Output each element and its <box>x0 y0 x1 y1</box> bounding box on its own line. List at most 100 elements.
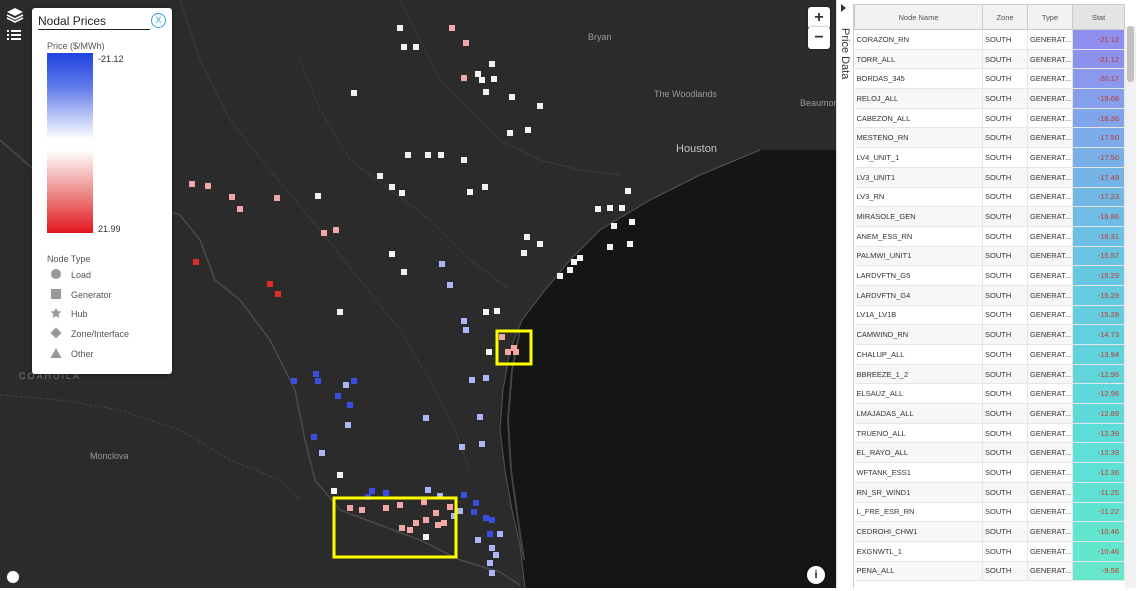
generator-node-marker[interactable] <box>507 130 513 136</box>
col-header-node-name[interactable]: Node Name <box>854 4 983 30</box>
table-row[interactable]: PENA_ALL SOUTH GENERAT... -9.58 <box>854 561 1125 582</box>
price-data-toggle[interactable]: Price Data <box>836 0 853 588</box>
generator-node-marker[interactable] <box>441 520 447 526</box>
generator-node-marker[interactable] <box>435 522 441 528</box>
generator-node-marker[interactable] <box>423 517 429 523</box>
generator-node-marker[interactable] <box>525 127 531 133</box>
generator-node-marker[interactable] <box>461 492 467 498</box>
table-row[interactable]: RN_SR_WIND1 SOUTH GENERAT... -11.25 <box>854 482 1125 503</box>
generator-node-marker[interactable] <box>607 244 613 250</box>
table-row[interactable]: CAMWIND_RN SOUTH GENERAT... -14.73 <box>854 324 1125 345</box>
col-header-stat[interactable]: Stat <box>1072 4 1125 30</box>
generator-node-marker[interactable] <box>447 504 453 510</box>
generator-node-marker[interactable] <box>497 531 503 537</box>
generator-node-marker[interactable] <box>459 444 465 450</box>
generator-node-marker[interactable] <box>513 349 519 355</box>
generator-node-marker[interactable] <box>335 393 341 399</box>
mapbox-logo-icon[interactable] <box>6 570 20 584</box>
table-row[interactable]: WFTANK_ESS1 SOUTH GENERAT... -12.36 <box>854 462 1125 483</box>
generator-node-marker[interactable] <box>345 422 351 428</box>
generator-node-marker[interactable] <box>237 206 243 212</box>
generator-node-marker[interactable] <box>315 378 321 384</box>
generator-node-marker[interactable] <box>483 309 489 315</box>
info-icon[interactable]: i <box>807 566 825 584</box>
generator-node-marker[interactable] <box>521 250 527 256</box>
generator-node-marker[interactable] <box>511 345 517 351</box>
generator-node-marker[interactable] <box>489 517 495 523</box>
table-row[interactable]: LARDVFTN_G5 SOUTH GENERAT... -15.29 <box>854 265 1125 286</box>
generator-node-marker[interactable] <box>343 382 349 388</box>
generator-node-marker[interactable] <box>351 378 357 384</box>
generator-node-marker[interactable] <box>437 493 443 499</box>
generator-node-marker[interactable] <box>274 195 280 201</box>
table-row[interactable]: MESTENO_RN SOUTH GENERAT... -17.50 <box>854 127 1125 149</box>
generator-node-marker[interactable] <box>311 434 317 440</box>
generator-node-marker[interactable] <box>337 472 343 478</box>
table-row[interactable]: TRUENO_ALL SOUTH GENERAT... -12.39 <box>854 423 1125 444</box>
table-row[interactable]: CABEZON_ALL SOUTH GENERAT... -18.36 <box>854 108 1125 129</box>
col-header-zone[interactable]: Zone <box>982 4 1028 30</box>
generator-node-marker[interactable] <box>275 291 281 297</box>
generator-node-marker[interactable] <box>471 509 477 515</box>
generator-node-marker[interactable] <box>267 281 273 287</box>
zoom-in-button[interactable]: + <box>808 7 830 29</box>
table-row[interactable]: LV4_UNIT_1 SOUTH GENERAT... -17.50 <box>854 147 1125 168</box>
generator-node-marker[interactable] <box>397 25 403 31</box>
generator-node-marker[interactable] <box>321 230 327 236</box>
generator-node-marker[interactable] <box>351 90 357 96</box>
table-row[interactable]: L_FRE_ESR_RN SOUTH GENERAT... -11.22 <box>854 502 1125 523</box>
generator-node-marker[interactable] <box>413 44 419 50</box>
generator-node-marker[interactable] <box>291 378 297 384</box>
price-data-tab-label[interactable]: Price Data <box>839 28 851 80</box>
table-row[interactable]: CHALUP_ALL SOUTH GENERAT... -13.94 <box>854 344 1125 365</box>
generator-node-marker[interactable] <box>461 318 467 324</box>
generator-node-marker[interactable] <box>509 94 515 100</box>
generator-node-marker[interactable] <box>389 251 395 257</box>
table-row[interactable]: CEDROHI_CHW1 SOUTH GENERAT... -10.46 <box>854 521 1125 542</box>
grid-scrollbar[interactable] <box>1125 26 1136 588</box>
generator-node-marker[interactable] <box>463 327 469 333</box>
col-header-type[interactable]: Type <box>1027 4 1073 30</box>
generator-node-marker[interactable] <box>467 189 473 195</box>
list-button[interactable] <box>6 28 28 50</box>
generator-node-marker[interactable] <box>397 502 403 508</box>
generator-node-marker[interactable] <box>337 309 343 315</box>
table-row[interactable]: LV3_UNIT1 SOUTH GENERAT... -17.49 <box>854 167 1125 188</box>
generator-node-marker[interactable] <box>313 371 319 377</box>
scrollbar-thumb[interactable] <box>1127 26 1134 82</box>
table-row[interactable]: BBREEZE_1_2 SOUTH GENERAT... -12.96 <box>854 364 1125 385</box>
generator-node-marker[interactable] <box>537 103 543 109</box>
generator-node-marker[interactable] <box>399 190 405 196</box>
table-row[interactable]: LARDVFTN_G4 SOUTH GENERAT... -15.29 <box>854 285 1125 306</box>
table-row[interactable]: CORAZON_RN SOUTH GENERAT... -21.12 <box>854 29 1125 50</box>
generator-node-marker[interactable] <box>577 255 583 261</box>
generator-node-marker[interactable] <box>425 487 431 493</box>
generator-node-marker[interactable] <box>489 545 495 551</box>
generator-node-marker[interactable] <box>483 515 489 521</box>
generator-node-marker[interactable] <box>319 450 325 456</box>
generator-node-marker[interactable] <box>425 152 431 158</box>
generator-node-marker[interactable] <box>629 219 635 225</box>
generator-node-marker[interactable] <box>494 308 500 314</box>
generator-node-marker[interactable] <box>447 282 453 288</box>
generator-node-marker[interactable] <box>499 334 505 340</box>
generator-node-marker[interactable] <box>473 500 479 506</box>
table-row[interactable]: PALMWI_UNIT1 SOUTH GENERAT... -15.57 <box>854 246 1125 267</box>
table-row[interactable]: EL_RAYO_ALL SOUTH GENERAT... -12.39 <box>854 442 1125 464</box>
generator-node-marker[interactable] <box>493 552 499 558</box>
generator-node-marker[interactable] <box>193 259 199 265</box>
generator-node-marker[interactable] <box>627 241 633 247</box>
map-view[interactable]: Bryan The Woodlands Houston Beaumon COAH… <box>0 0 836 588</box>
generator-node-marker[interactable] <box>489 570 495 576</box>
generator-node-marker[interactable] <box>469 377 475 383</box>
generator-node-marker[interactable] <box>571 259 577 265</box>
table-row[interactable]: BORDAS_345 SOUTH GENERAT... -20.17 <box>854 68 1125 90</box>
generator-node-marker[interactable] <box>421 499 427 505</box>
generator-node-marker[interactable] <box>389 184 395 190</box>
generator-node-marker[interactable] <box>433 510 439 516</box>
generator-node-marker[interactable] <box>537 241 543 247</box>
generator-node-marker[interactable] <box>595 206 601 212</box>
generator-node-marker[interactable] <box>359 507 365 513</box>
table-row[interactable]: ANEM_ESS_RN SOUTH GENERAT... -16.31 <box>854 226 1125 247</box>
generator-node-marker[interactable] <box>439 261 445 267</box>
